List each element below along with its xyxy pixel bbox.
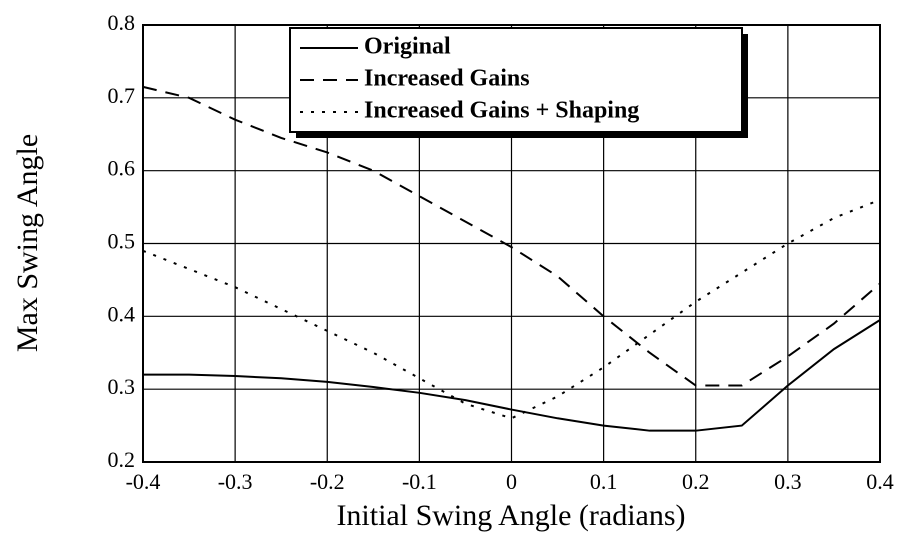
plot-frame	[142, 24, 881, 463]
series-line	[143, 319, 881, 432]
x-tick-label: -0.3	[218, 469, 253, 494]
x-tick-label: -0.4	[126, 469, 161, 494]
x-tick-label: -0.1	[402, 469, 437, 494]
x-tick-label: -0.2	[310, 469, 345, 494]
y-tick-label: 0.4	[108, 301, 136, 326]
x-axis-label: Initial Swing Angle (radians)	[336, 499, 685, 532]
y-tick-label: 0.2	[108, 447, 136, 472]
series-line	[142, 85, 881, 387]
legend-label: Increased Gains + Shaping	[364, 98, 639, 124]
y-axis-label: Max Swing Angle	[11, 134, 44, 352]
x-tick-label: 0.4	[866, 469, 894, 494]
x-tick-label: 0.1	[590, 469, 618, 494]
series-line	[142, 198, 881, 420]
y-tick-label: 0.5	[108, 229, 136, 254]
y-tick-label: 0.8	[108, 10, 136, 35]
legend-label: Increased Gains	[364, 66, 530, 92]
x-tick-label: 0.3	[774, 469, 802, 494]
y-tick-label: 0.3	[108, 374, 136, 399]
legend	[289, 27, 743, 133]
y-tick-label: 0.6	[108, 156, 136, 181]
x-tick-label: 0	[506, 469, 517, 494]
y-tick-label: 0.7	[108, 83, 136, 108]
x-tick-label: 0.2	[682, 469, 710, 494]
legend-label: Original	[364, 34, 451, 60]
